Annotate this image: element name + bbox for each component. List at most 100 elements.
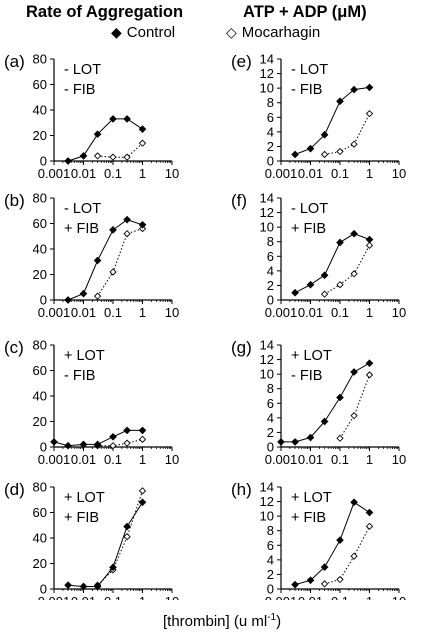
x-tick-label: 0.01 [71,594,96,600]
control-point [306,576,315,585]
x-tick-label: 10 [392,305,406,320]
mocarhagin-point [336,281,344,289]
panel-a: 0 20 40 60 80 0.001 0.01 0.1 1 10 (a) - LOT - FIB [4,52,179,182]
lot-condition-label: + LOT [64,490,105,506]
panel-letter: (d) [4,480,25,499]
control-point [123,522,131,531]
x-tick-label: 0.001 [38,594,71,600]
lot-condition-label: + LOT [291,490,332,506]
x-tick-label: 0.01 [298,594,323,600]
mocarhagin-point [123,153,131,161]
y-tick-label: 40 [33,531,47,546]
y-tick-label: 80 [33,480,47,495]
y-tick-label: 14 [260,52,274,67]
panel-letter: (f) [231,191,247,210]
fib-condition-label: + FIB [64,221,99,237]
fib-condition-label: + FIB [64,510,99,526]
x-tick-label: 0.001 [265,452,298,467]
x-tick-label: 10 [392,166,406,181]
control-point [138,426,147,435]
series-line-mocarhagin [324,245,370,295]
y-tick-label: 14 [260,191,274,206]
open-diamond-icon: ◇ [226,24,237,40]
control-point [93,130,102,139]
series-line-mocarhagin [324,113,370,155]
filled-diamond-icon: ◆ [111,24,122,40]
y-tick-label: 2 [267,278,274,293]
y-tick-label: 20 [33,556,47,571]
y-tick-label: 4 [267,263,274,278]
fib-condition-label: + FIB [291,221,326,237]
y-tick-label: 2 [267,567,274,582]
x-tick-label: 0.01 [71,452,96,467]
y-tick-label: 4 [267,552,274,567]
x-tick-label: 0.1 [104,166,122,181]
mocarhagin-point [320,290,329,298]
mocarhagin-point [350,140,358,148]
mocarhagin-point [123,533,131,541]
x-tick-label: 0.1 [104,305,122,320]
x-tick-label: 10 [165,452,179,467]
mocarhagin-point [336,434,344,442]
fib-condition-label: + FIB [291,510,326,526]
y-tick-label: 10 [260,220,274,235]
x-tick-label: 1 [139,594,146,600]
y-tick-label: 0 [267,154,274,169]
right-column-title: ATP + ADP (μM) [243,3,367,21]
series-line-control [294,233,370,294]
lot-condition-label: + LOT [64,348,105,364]
y-tick-label: 8 [267,381,274,396]
x-tick-label: 10 [392,452,406,467]
control-point [350,368,358,376]
x-tick-label: 0.1 [104,594,122,600]
y-tick-label: 12 [260,352,274,367]
y-tick-label: 10 [260,367,274,382]
control-point [138,125,147,133]
mocarhagin-point [365,241,374,249]
y-tick-label: 2 [267,425,274,440]
control-point [336,238,344,247]
mocarhagin-point [138,139,147,147]
x-tick-label: 0.1 [331,594,349,600]
mocarhagin-point [350,552,358,560]
y-tick-label: 0 [267,582,274,597]
y-tick-label: 40 [33,242,47,257]
x-tick-label: 0.01 [71,305,96,320]
y-tick-label: 0 [40,293,47,308]
x-tick-label: 0.1 [104,452,122,467]
control-point [93,256,102,265]
control-point [306,433,315,442]
mocarhagin-point [365,522,374,530]
mocarhagin-point [93,292,102,300]
y-tick-label: 12 [260,66,274,81]
y-tick-label: 12 [260,205,274,220]
y-tick-label: 0 [267,293,274,308]
control-point [320,417,329,426]
y-tick-label: 20 [33,128,47,143]
x-tick-label: 1 [366,305,373,320]
x-tick-label: 0.001 [265,305,298,320]
x-tick-label: 0.1 [331,166,349,181]
y-tick-label: 12 [260,494,274,509]
control-point [93,582,102,591]
control-point [109,115,117,123]
mocarhagin-point [336,575,344,584]
panel-letter: (g) [231,338,252,357]
control-point [109,226,117,234]
mocarhagin-point [336,147,344,156]
control-point [109,563,117,572]
lot-condition-label: - LOT [291,201,328,217]
control-point [109,432,117,441]
control-point [64,581,72,590]
control-point [93,440,102,449]
x-axis-label-exponent: -1 [267,612,277,623]
series-line-mocarhagin [339,374,370,439]
control-point [64,296,72,304]
control-point [291,580,299,589]
control-point [336,393,344,402]
y-tick-label: 80 [33,338,47,353]
